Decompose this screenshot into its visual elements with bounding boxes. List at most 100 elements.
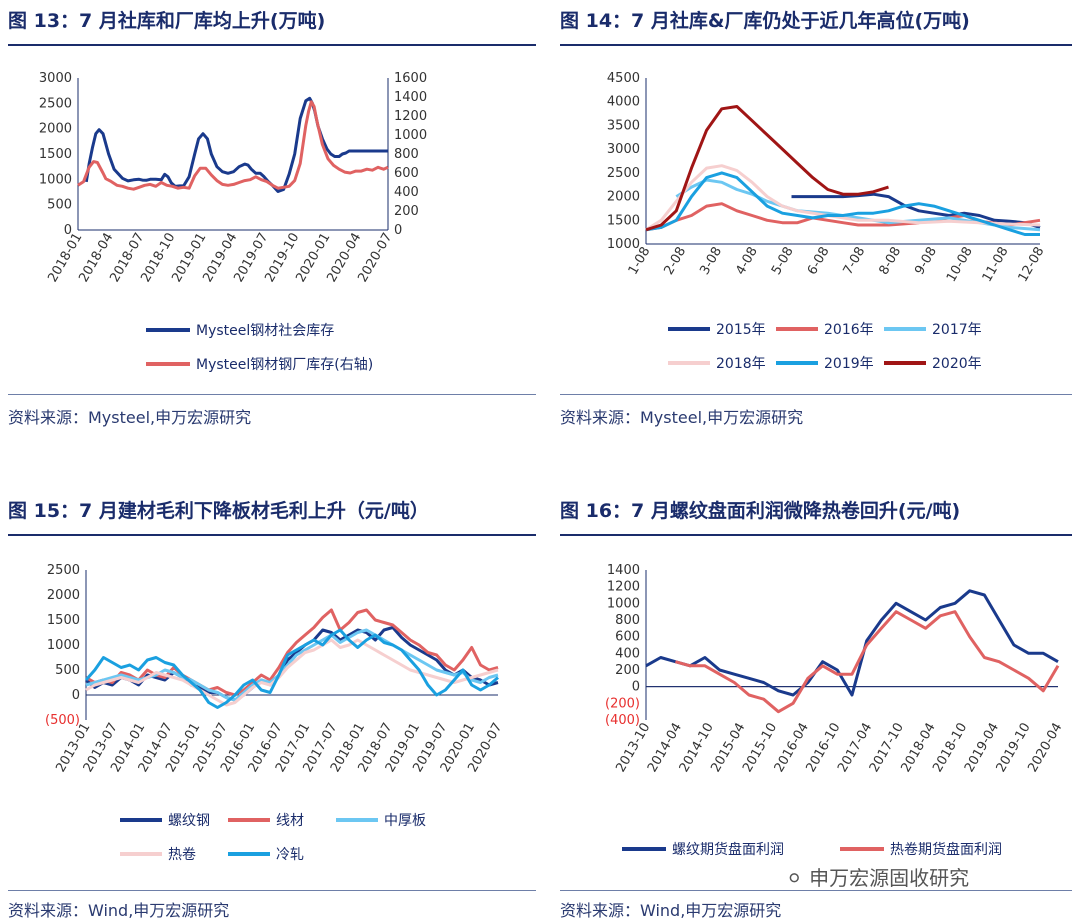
legend-label: 热卷: [168, 847, 196, 863]
x-tick-label: 3-08: [697, 245, 725, 278]
source-note: 资料来源：Mysteel,申万宏源研究: [560, 408, 804, 427]
source-note: 资料来源：Wind,申万宏源研究: [560, 901, 782, 920]
y-tick-label: (400): [605, 713, 640, 728]
y-tick-label: 600: [615, 630, 640, 645]
y-tick-label: 2000: [39, 122, 72, 137]
y-tick-label: 1000: [607, 596, 640, 611]
y-tick-label: 4500: [607, 71, 640, 86]
y-tick-label: 3000: [39, 71, 72, 86]
y2-tick-label: 400: [394, 185, 419, 200]
legend-label: Mysteel钢材社会库存: [196, 323, 334, 339]
y-tick-label: 2500: [39, 96, 72, 111]
y-tick-label: 1000: [607, 237, 640, 252]
y2-tick-label: 200: [394, 204, 419, 219]
y-tick-label: 1500: [47, 613, 80, 628]
chart-13: 3000250020001500100050001600140012001000…: [39, 71, 427, 373]
watermark-text: 申万宏源固收研究: [809, 866, 970, 890]
source-note: 资料来源：Wind,申万宏源研究: [8, 901, 230, 920]
legend-label: 2017年: [932, 322, 982, 338]
chart-title: 图 15：7 月建材毛利下降板材毛利上升（元/吨）: [8, 500, 429, 522]
series-line: [645, 202, 1041, 232]
y-tick-label: 2500: [47, 563, 80, 578]
series-line: [77, 100, 389, 191]
title-rule: [8, 44, 536, 46]
series-line: [645, 589, 1059, 697]
legend-label: 2020年: [932, 356, 982, 372]
y-tick-label: 500: [55, 663, 80, 678]
legend-label: Mysteel钢材钢厂库存(右轴): [196, 357, 373, 373]
series-line: [674, 610, 1060, 714]
x-tick-label: 12-08: [1016, 245, 1048, 285]
series-line: [85, 628, 499, 702]
y-tick-label: (500): [45, 713, 80, 728]
series-line: [85, 626, 499, 702]
y-tick-label: 500: [47, 198, 72, 213]
y2-tick-label: 1600: [394, 71, 427, 86]
source-rule: [560, 394, 1072, 395]
x-tick-label: 4-08: [733, 245, 761, 278]
y-tick-label: 1500: [39, 147, 72, 162]
legend-label: 2015年: [716, 322, 766, 338]
legend-label: 2016年: [824, 322, 874, 338]
y-tick-label: 0: [64, 223, 72, 238]
legend-label: 螺纹期货盘面利润: [672, 841, 784, 858]
series-line: [84, 96, 388, 193]
series-line: [645, 105, 889, 232]
x-tick-label: 11-08: [980, 245, 1012, 285]
legend-label: 线材: [276, 813, 304, 829]
chart-title: 图 13：7 月社库和厂库均上升(万吨): [8, 10, 326, 32]
series-line: [645, 171, 1040, 236]
y-tick-label: 1400: [607, 563, 640, 578]
y-tick-label: 1000: [39, 172, 72, 187]
series-line: [84, 628, 499, 709]
x-tick-label: 7-08: [841, 245, 869, 278]
legend-label: 热卷期货盘面利润: [890, 841, 1002, 858]
source-rule: [8, 394, 536, 395]
x-tick-label: 2-08: [662, 245, 690, 278]
y-tick-label: 1200: [607, 580, 640, 595]
y-tick-label: 2000: [607, 190, 640, 205]
chart-title: 图 14：7 月社库&厂库仍处于近几年高位(万吨): [560, 10, 970, 32]
chart-title: 图 16：7 月螺纹盘面利润微降热卷回升(元/吨): [560, 500, 961, 522]
y-tick-label: 400: [615, 646, 640, 661]
y2-tick-label: 1400: [394, 90, 427, 105]
watermark: ⚪ 申万宏源固收研究: [786, 862, 969, 891]
y-tick-label: 1500: [607, 213, 640, 228]
y-tick-label: 2500: [607, 166, 640, 181]
chart-15: 25002000150010005000(500)2013-012013-072…: [45, 563, 505, 863]
series-line: [791, 192, 1041, 229]
series-line: [645, 164, 1041, 232]
y-tick-label: 0: [632, 680, 640, 695]
y2-tick-label: 1200: [394, 109, 427, 124]
y2-tick-label: 0: [394, 223, 402, 238]
x-tick-label: 10-08: [944, 245, 976, 285]
y2-tick-label: 800: [394, 147, 419, 162]
chart-16: 1400120010008006004002000(200)(400)2013-…: [605, 563, 1065, 858]
y-tick-label: 3500: [607, 118, 640, 133]
y-tick-label: 2000: [47, 588, 80, 603]
x-tick-label: 5-08: [769, 244, 797, 277]
x-tick-label: 6-08: [805, 245, 833, 278]
source-rule: [8, 890, 536, 891]
legend-label: 冷轧: [276, 847, 304, 863]
y-tick-label: 0: [72, 688, 80, 703]
wechat-icon: ⚪: [786, 866, 803, 890]
x-tick-label: 8-08: [876, 245, 904, 278]
x-tick-label: 9-08: [912, 245, 940, 278]
legend-label: 2018年: [716, 356, 766, 372]
y2-tick-label: 1000: [394, 128, 427, 143]
y2-tick-label: 600: [394, 166, 419, 181]
title-rule: [8, 534, 536, 536]
title-rule: [560, 44, 1072, 46]
legend-label: 2019年: [824, 356, 874, 372]
source-rule: [560, 890, 1072, 891]
y-tick-label: 200: [615, 663, 640, 678]
source-note: 资料来源：Mysteel,申万宏源研究: [8, 408, 252, 427]
legend-label: 中厚板: [384, 813, 426, 829]
series-line: [85, 638, 499, 707]
y-tick-label: 4000: [607, 95, 640, 110]
title-rule: [560, 534, 1072, 536]
legend-label: 螺纹钢: [168, 813, 210, 829]
y-tick-label: 3000: [607, 142, 640, 157]
